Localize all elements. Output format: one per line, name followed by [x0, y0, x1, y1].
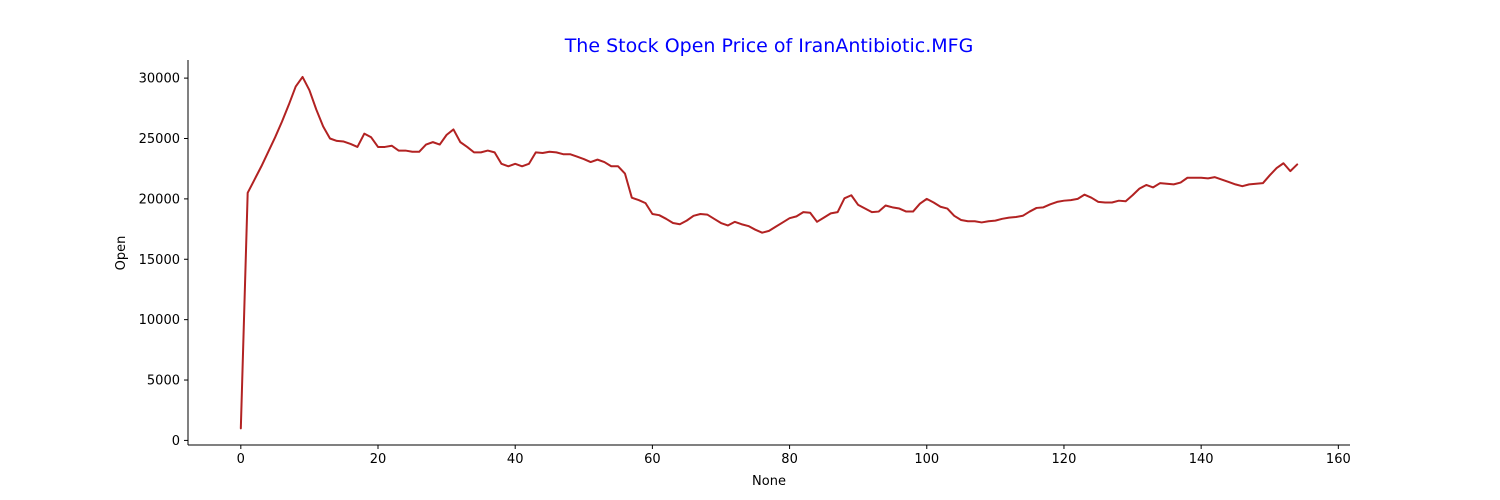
- x-tick-label: 160: [1326, 452, 1351, 467]
- y-tick-label: 5000: [147, 374, 180, 389]
- x-tick-label: 80: [781, 452, 798, 467]
- y-axis-title: Open: [114, 236, 129, 271]
- x-tick-label: 0: [237, 452, 245, 467]
- y-tick-label: 20000: [139, 192, 180, 207]
- y-tick-label: 25000: [139, 132, 180, 147]
- y-tick-label: 30000: [139, 72, 180, 87]
- x-axis-title: None: [752, 474, 786, 489]
- x-tick-label: 40: [507, 452, 524, 467]
- x-axis-ticks: 0 20 40 60 80 100 120 140 160: [237, 445, 1351, 467]
- x-tick-label: 100: [914, 452, 939, 467]
- y-axis-ticks: 0 5000 10000 15000 20000 25000 30000: [139, 72, 188, 449]
- x-tick-label: 60: [644, 452, 661, 467]
- y-tick-label: 15000: [139, 253, 180, 268]
- x-tick-label: 20: [370, 452, 387, 467]
- chart-title: The Stock Open Price of IranAntibiotic.M…: [564, 35, 974, 57]
- series-line: [239, 75, 1299, 430]
- y-tick-label: 0: [172, 434, 180, 449]
- x-tick-label: 120: [1052, 452, 1077, 467]
- y-tick-label: 10000: [139, 313, 180, 328]
- x-tick-label: 140: [1189, 452, 1214, 467]
